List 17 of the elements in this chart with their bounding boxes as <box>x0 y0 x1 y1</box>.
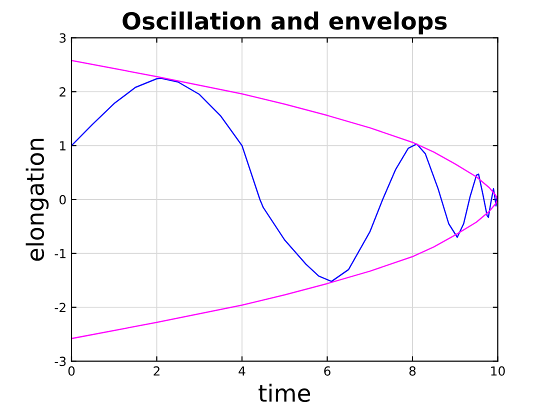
x-axis-title: time <box>258 384 310 402</box>
y-axis-title: elongation <box>26 138 49 261</box>
y-tick-label: -1 <box>54 249 66 258</box>
y-tick-label: 3 <box>60 33 66 43</box>
y-tick-label: -3 <box>54 356 66 366</box>
x-tick-label: 0 <box>68 366 75 376</box>
y-tick-label: 0 <box>60 194 66 204</box>
x-tick-label: 10 <box>491 366 505 376</box>
x-tick-label: 4 <box>238 366 246 376</box>
y-tick-label: 1 <box>60 141 66 150</box>
y-tick-label: -2 <box>54 302 66 312</box>
line-series <box>72 78 498 282</box>
chart-title: Oscillation and envelops <box>122 12 447 34</box>
y-tick-label: 2 <box>60 87 66 96</box>
x-tick-label: 2 <box>154 366 160 376</box>
x-tick-label: 8 <box>409 366 416 376</box>
x-tick-label: 6 <box>324 366 330 376</box>
